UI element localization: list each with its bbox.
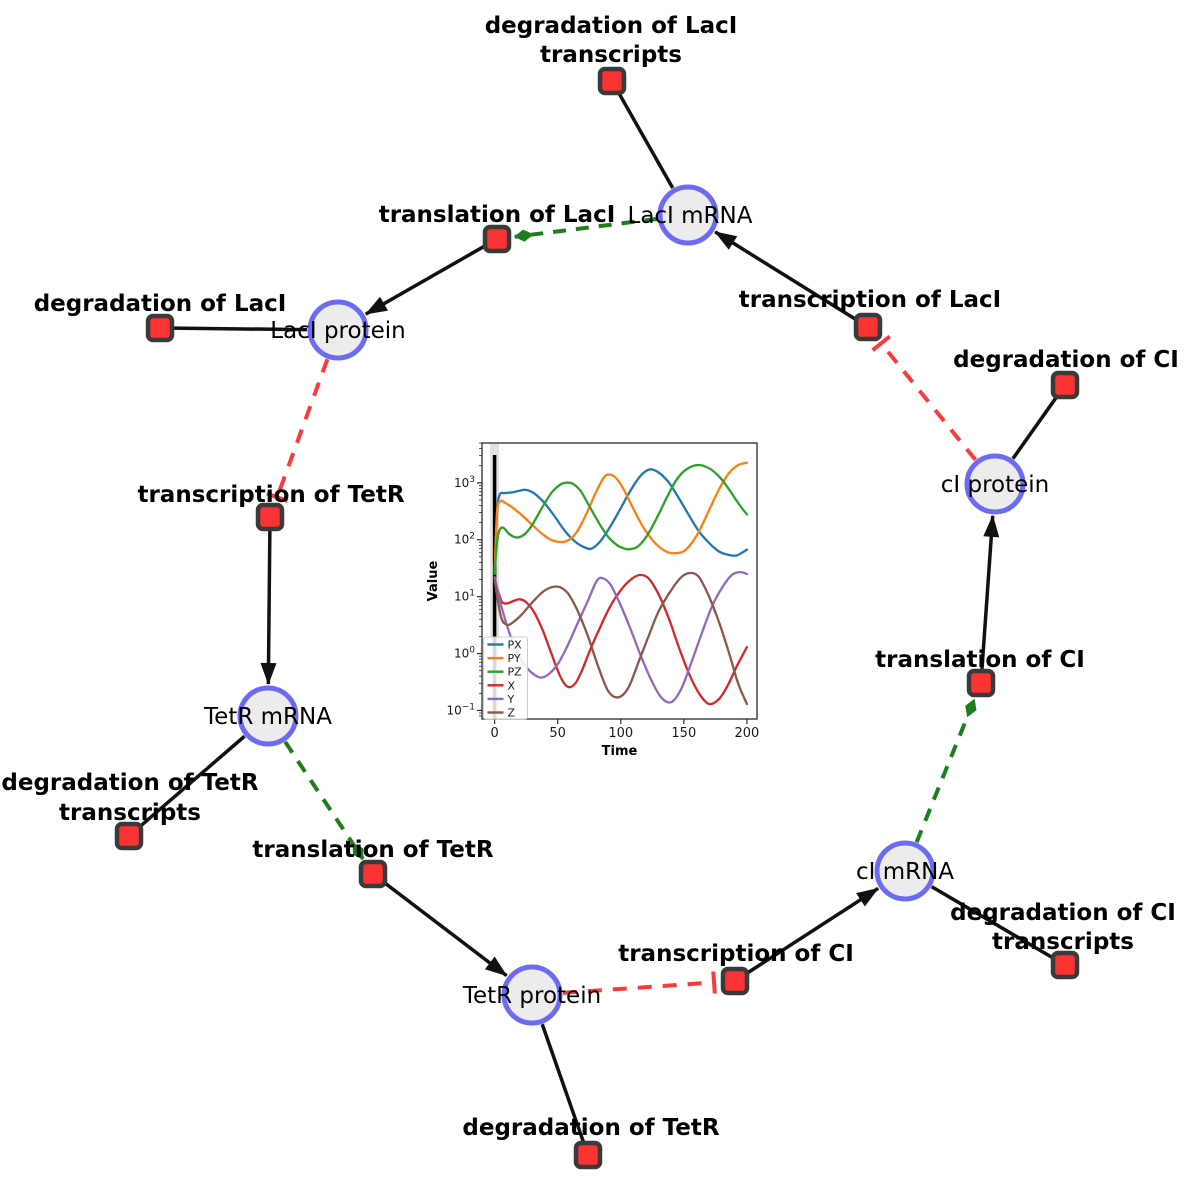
reaction-node-deg-ci-transcripts[interactable]: [1050, 950, 1080, 980]
reaction-node-translation-ci[interactable]: [966, 668, 996, 698]
reaction-node-deg-tetr[interactable]: [573, 1140, 603, 1170]
x-tick-label-200: 200: [734, 726, 759, 741]
reaction-node-translation-laci[interactable]: [482, 224, 512, 254]
y-tick-label-e1: 101: [454, 589, 475, 604]
x-axis-label: Time: [602, 744, 638, 759]
legend-label-PZ: PZ: [508, 666, 523, 679]
edge-plain-laci-mrna-deg-laci-transcripts: [617, 92, 675, 189]
y-tick-label-e2: 102: [454, 532, 475, 547]
x-tick-label-150: 150: [671, 726, 696, 741]
reaction-label-deg-ci-transcripts-line2: transcripts: [992, 929, 1134, 955]
y-axis-label: Value: [426, 560, 441, 601]
x-tick-label-50: 50: [549, 726, 566, 741]
reaction-label-deg-laci-transcripts-line1: degradation of LacI: [485, 13, 738, 39]
edge-production-transcription-ci-ci-mrna: [745, 886, 880, 975]
reaction-label-translation-ci: translation of CI: [875, 647, 1085, 673]
edge-inhibition-tetr-protein-transcription-ci: [562, 971, 717, 995]
reaction-label-deg-ci-transcripts-line1: degradation of CI: [950, 900, 1176, 926]
species-node-ci-protein[interactable]: [964, 453, 1026, 515]
legend-label-X: X: [508, 679, 516, 692]
edges-layer: [138, 92, 1059, 1143]
reaction-node-deg-laci[interactable]: [145, 313, 175, 343]
edge-plain-ci-mrna-deg-ci-transcripts: [930, 885, 1054, 960]
x-tick-label-0: 0: [490, 726, 498, 741]
legend-label-PX: PX: [508, 639, 523, 652]
reaction-label-deg-tetr: degradation of TetR: [462, 1115, 719, 1141]
nodes-layer: [114, 66, 1080, 1170]
reaction-label-transcription-laci: transcription of LacI: [739, 287, 1002, 313]
species-label-laci-protein: LacI protein: [270, 318, 405, 344]
edge-inhibition-laci-protein-transcription-tetr: [266, 358, 330, 503]
edge-plain-laci-protein-deg-laci: [173, 326, 308, 332]
species-label-ci-protein: cI protein: [941, 472, 1050, 498]
labels-layer: LacI mRNA LacI protein TetR mRNA TetR prote…: [1, 13, 1178, 1141]
reaction-label-translation-laci: translation of LacI: [379, 202, 616, 228]
reaction-label-deg-tetr-transcripts-line2: transcripts: [59, 800, 201, 826]
edge-production-transcription-laci-laci-mrna: [714, 230, 858, 322]
edge-plain-ci-protein-deg-ci: [1011, 395, 1059, 460]
chart-series-group: [493, 461, 749, 706]
reaction-label-deg-tetr-transcripts-line1: degradation of TetR: [1, 770, 258, 796]
reaction-label-transcription-ci: transcription of CI: [618, 941, 854, 967]
x-tick-label-100: 100: [608, 726, 633, 741]
chart-series-X: [493, 573, 749, 706]
species-label-ci-mrna: cI mRNA: [856, 859, 954, 885]
species-node-ci-mrna[interactable]: [874, 840, 936, 902]
edge-modifier-ci-mrna-translation-ci: [914, 698, 977, 844]
edge-modifier-tetr-mrna-translation-tetr: [283, 740, 365, 861]
species-label-tetr-protein: TetR protein: [462, 983, 601, 1009]
y-tick-label-e0: 100: [454, 646, 475, 661]
chart-frame: [481, 442, 758, 720]
reaction-label-deg-ci: degradation of CI: [953, 347, 1179, 373]
species-node-tetr-mrna[interactable]: [237, 685, 299, 747]
legend-label-PY: PY: [508, 652, 521, 665]
reaction-label-translation-tetr: translation of TetR: [252, 837, 493, 863]
species-node-laci-protein[interactable]: [307, 299, 369, 361]
species-node-laci-mrna[interactable]: [657, 184, 719, 246]
reaction-node-deg-ci[interactable]: [1050, 370, 1080, 400]
chart-series-Z: [493, 571, 749, 706]
reaction-label-deg-laci-transcripts-line2: transcripts: [540, 42, 682, 68]
edge-plain-tetr-mrna-deg-tetr-transcripts: [138, 734, 246, 829]
species-label-tetr-mrna: TetR mRNA: [203, 704, 332, 730]
chart-series-Y: [493, 570, 749, 704]
reaction-node-deg-tetr-transcripts[interactable]: [114, 821, 144, 851]
reaction-node-translation-tetr[interactable]: [358, 859, 388, 889]
reaction-label-deg-laci: degradation of LacI: [34, 291, 287, 317]
legend-label-Z: Z: [508, 707, 516, 720]
inset-chart: 0 50 100 150 20010310210110010−1TimeValuePXP…: [426, 442, 759, 759]
reaction-label-transcription-tetr: transcription of TetR: [137, 482, 404, 508]
reaction-node-transcription-tetr[interactable]: [255, 502, 285, 532]
reaction-node-transcription-ci[interactable]: [720, 966, 750, 996]
species-label-laci-mrna: LacI mRNA: [628, 203, 753, 229]
edge-production-translation-laci-laci-protein: [364, 244, 486, 316]
reaction-node-deg-laci-transcripts[interactable]: [597, 66, 627, 96]
edge-production-transcription-tetr-tetr-mrna: [260, 530, 277, 686]
edge-production-translation-tetr-tetr-protein: [383, 881, 508, 978]
y-tick-label-e3: 103: [454, 475, 475, 490]
legend-label-Y: Y: [507, 693, 515, 706]
reaction-node-transcription-laci[interactable]: [853, 312, 883, 342]
edge-modifier-laci-mrna-translation-laci: [513, 216, 658, 242]
y-tick-label-e-1: 10−1: [446, 702, 475, 717]
edge-plain-tetr-protein-deg-tetr: [540, 1023, 586, 1143]
chart-series-PY: [493, 461, 749, 576]
species-node-tetr-protein[interactable]: [501, 964, 563, 1026]
chart-series-PZ: [493, 463, 749, 576]
edge-production-translation-ci-ci-protein: [980, 514, 1000, 670]
